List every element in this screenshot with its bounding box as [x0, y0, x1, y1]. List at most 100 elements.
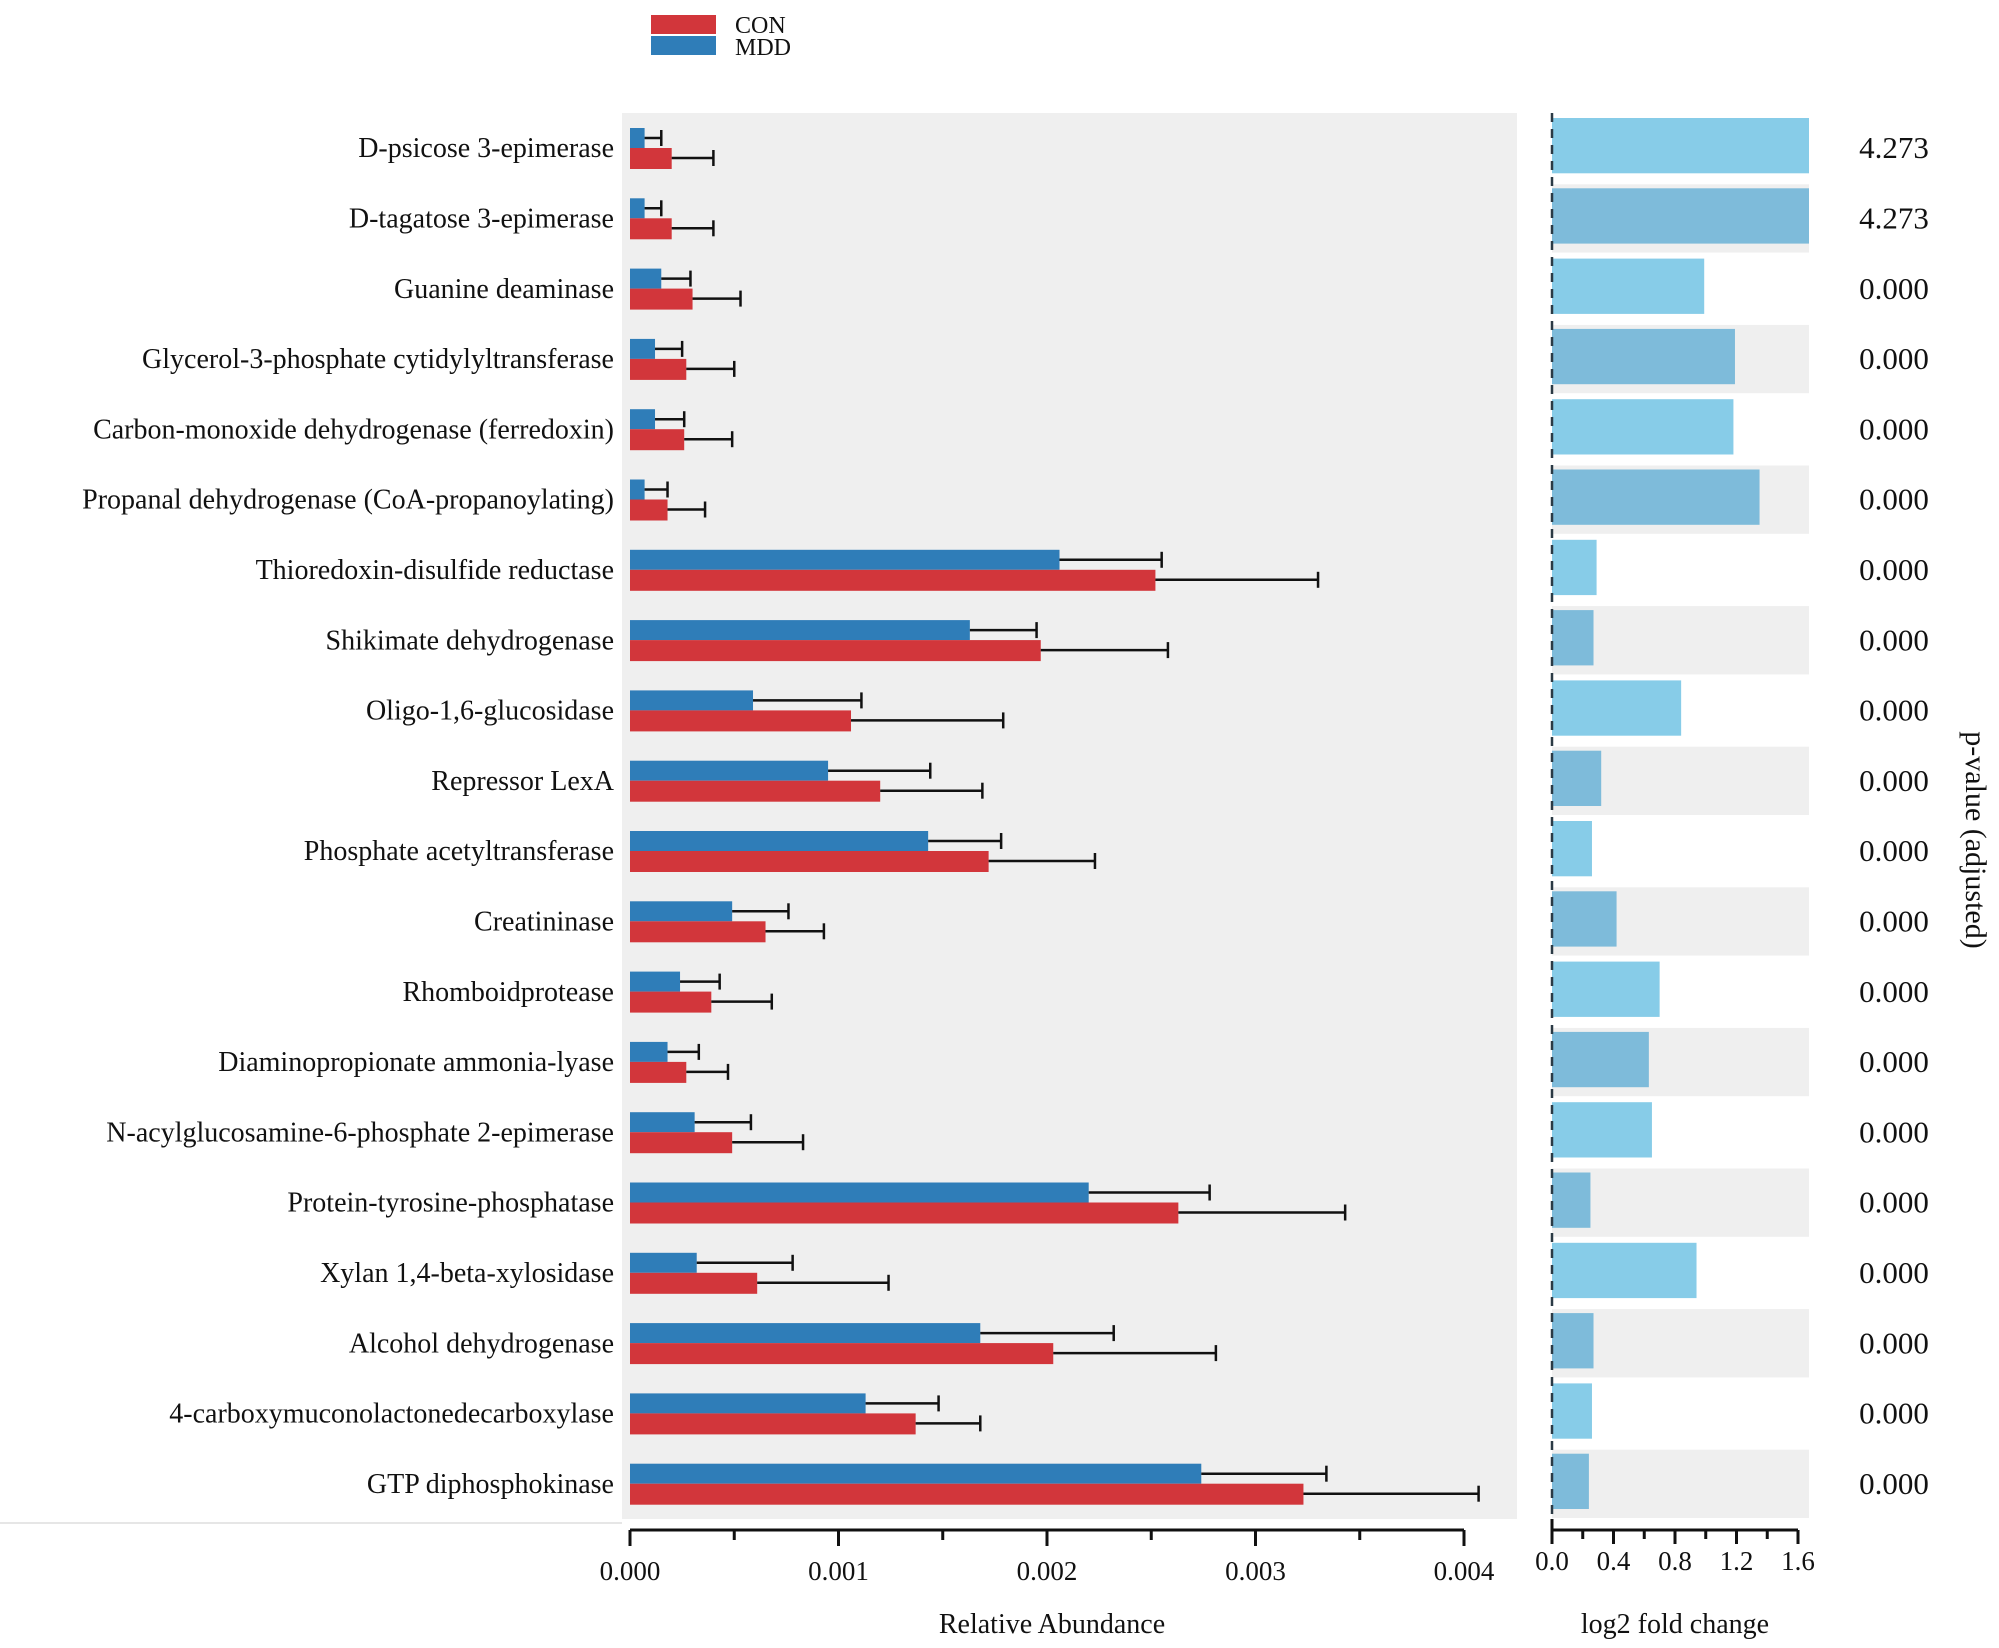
pvalue-label: 0.000 [1859, 1185, 1929, 1220]
bar-fold-change [1552, 1031, 1649, 1088]
bar-fold-change [1552, 1383, 1592, 1439]
bar-mdd [630, 831, 929, 851]
category-label: Phosphate acetyltransferase [304, 836, 614, 867]
category-label: GTP diphosphokinase [367, 1469, 614, 1500]
category-label: D-tagatose 3-epimerase [349, 203, 614, 234]
category-label: 4-carboxymuconolactonedecarboxylase [169, 1399, 614, 1430]
category-label: Carbon-monoxide dehydrogenase (ferredoxi… [93, 414, 614, 445]
pvalue-label: 0.000 [1859, 552, 1929, 587]
bar-con [630, 1343, 1054, 1365]
bar-con [630, 851, 989, 872]
pvalue-label: 0.000 [1859, 974, 1929, 1009]
category-label: N-acylglucosamine-6-phosphate 2-epimeras… [106, 1117, 614, 1148]
fold-change-tick-label: 1.6 [1781, 1546, 1815, 1576]
pvalue-label: 0.000 [1859, 411, 1929, 446]
abundance-tick-label: 0.003 [1225, 1556, 1286, 1586]
legend: CON MDD [651, 13, 791, 61]
pvalue-label: 0.000 [1859, 693, 1929, 728]
bar-mdd [630, 1252, 697, 1273]
row-band [1552, 1168, 1809, 1237]
bar-fold-change [1552, 680, 1682, 736]
category-label: Shikimate dehydrogenase [326, 625, 614, 656]
pvalue-label: 0.000 [1859, 622, 1929, 657]
bar-fold-change [1552, 750, 1602, 806]
bar-fold-change [1552, 469, 1760, 525]
bar-con [630, 1061, 687, 1083]
pvalue-label: 0.000 [1859, 763, 1929, 798]
bar-mdd [630, 128, 645, 148]
bar-mdd [630, 1112, 695, 1133]
bar-mdd [630, 690, 754, 711]
category-label: Alcohol dehydrogenase [349, 1328, 614, 1359]
bar-con [630, 780, 881, 802]
bar-mdd [630, 409, 656, 430]
bar-mdd [630, 338, 656, 359]
fold-change-tick-label: 0.0 [1535, 1546, 1569, 1576]
category-label: Repressor LexA [431, 766, 615, 797]
pvalue-label: 4.273 [1859, 200, 1929, 235]
abundance-tick-label: 0.002 [1017, 1556, 1078, 1586]
row-band [1552, 1449, 1809, 1518]
bar-fold-change [1552, 891, 1617, 947]
bar-con [630, 1413, 916, 1435]
category-label: Protein-tyrosine-phosphatase [287, 1188, 614, 1219]
fold-change-tick-label: 0.8 [1658, 1546, 1692, 1576]
bar-con [630, 1272, 758, 1294]
abundance-x-axis-label: Relative Abundance [939, 1609, 1165, 1640]
bar-con [630, 499, 668, 521]
bar-mdd [630, 268, 662, 289]
bar-mdd [630, 1182, 1089, 1203]
bar-fold-change [1552, 1172, 1591, 1228]
bar-con [630, 569, 1156, 591]
pvalue-label: 0.000 [1859, 903, 1929, 938]
bar-fold-change [1552, 1453, 1589, 1509]
abundance-tick-label: 0.001 [808, 1556, 869, 1586]
bar-fold-change [1552, 821, 1592, 877]
bar-mdd [630, 971, 681, 992]
pvalue-label: 0.000 [1859, 1255, 1929, 1290]
row-band [1552, 1309, 1809, 1378]
pvalue-label: 0.000 [1859, 1044, 1929, 1079]
pvalue-label: 0.000 [1859, 482, 1929, 517]
abundance-tick-label: 0.004 [1434, 1556, 1495, 1586]
category-label: Creatininase [474, 906, 614, 937]
abundance-x-axis: 0.000 0.001 0.002 0.003 0.004 [600, 1528, 1495, 1586]
bar-mdd [630, 1393, 866, 1414]
pvalue-label: 0.000 [1859, 1325, 1929, 1360]
bar-mdd [630, 620, 970, 641]
bar-fold-change [1552, 539, 1597, 596]
bar-fold-change [1552, 1102, 1652, 1158]
bar-con [630, 148, 672, 169]
bar-mdd [630, 901, 733, 922]
fold-change-tick-label: 1.2 [1720, 1546, 1754, 1576]
bar-con [630, 218, 672, 240]
legend-swatch-mdd [651, 36, 716, 55]
pvalue-label: 0.000 [1859, 1396, 1929, 1431]
bar-mdd [630, 1323, 981, 1344]
legend-label-con: CON [735, 13, 786, 39]
pvalue-label: 0.000 [1859, 1466, 1929, 1501]
bar-fold-change [1552, 118, 1809, 174]
bar-mdd [630, 479, 645, 500]
bar-fold-change [1552, 188, 1809, 244]
bar-con [630, 1483, 1304, 1505]
category-label: Thioredoxin-disulfide reductase [256, 555, 614, 586]
abundance-bars [630, 128, 1480, 1505]
bar-con [630, 921, 766, 943]
bar-con [630, 640, 1041, 662]
bar-fold-change [1552, 961, 1660, 1017]
category-label: D-psicose 3-epimerase [358, 133, 614, 164]
bar-fold-change [1552, 328, 1735, 385]
bar-fold-change [1552, 258, 1705, 314]
fold-change-tick-label: 0.4 [1597, 1546, 1631, 1576]
bar-con [630, 1202, 1179, 1224]
pvalue-labels: 4.273 4.273 0.000 0.000 0.000 0.000 0.000 0.000… [1859, 130, 1929, 1501]
abundance-panel-bg [622, 113, 1517, 519]
bar-con [630, 288, 693, 310]
category-label: Propanal dehydrogenase (CoA-propanoylati… [82, 485, 614, 516]
bar-con [630, 710, 852, 732]
bar-mdd [630, 549, 1060, 570]
legend-label-mdd: MDD [735, 35, 791, 61]
bar-con [630, 429, 685, 451]
